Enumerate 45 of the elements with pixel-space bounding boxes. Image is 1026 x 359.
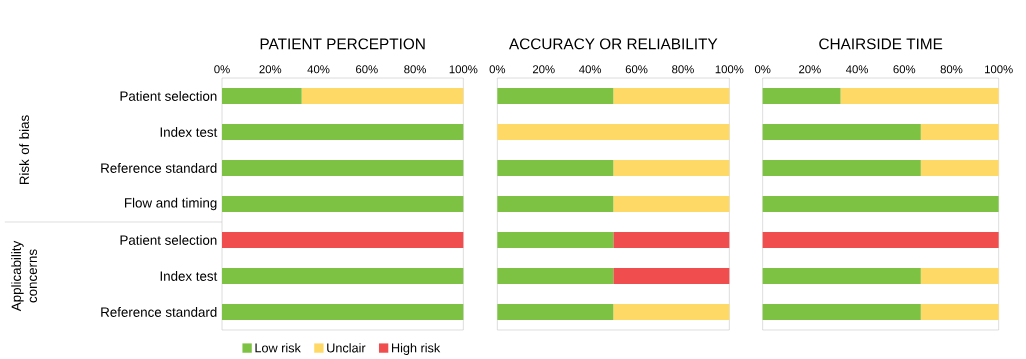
bar [920,160,999,176]
x-tick-label: 100% [715,65,744,74]
y-tick-label: Reference standard [101,163,217,173]
x-tick-label: 100% [449,65,478,74]
chart-title: ACCURACY OR RELIABILITY [508,38,718,50]
y-tick-label: Flow and timing [125,197,217,211]
text: Applicability concerns [11,240,38,312]
bar [762,232,999,248]
x-tick-label: 80% [404,65,427,74]
x-tick-label: 80% [940,65,963,74]
x-tick-label: 20% [259,65,282,74]
x-tick-label: 0% [489,65,506,74]
x-tick-label: 100% [985,65,1013,74]
legend-label: Low risk [255,343,301,353]
bar [762,160,921,176]
chart-title: CHAIRSIDE TIME [819,38,943,50]
bar [762,124,921,140]
bar [920,124,999,140]
x-tick-label: 40% [845,65,869,74]
x-tick-label: 40% [579,65,602,74]
x-tick-label: 40% [307,65,330,74]
bar [762,303,921,320]
legend-label: High risk [392,343,441,355]
bar [920,303,999,320]
x-tick-label: 0% [754,65,771,74]
x-tick-label: 80% [672,65,694,74]
y-tick-label: Reference standard [101,307,217,317]
x-tick-label: 20% [532,65,555,74]
x-tick-label: 0% [214,65,230,74]
x-tick-label: 20% [799,65,821,74]
bar [762,196,999,212]
bar [920,267,999,284]
x-tick-label: 60% [625,65,648,74]
bar [762,88,841,104]
y-tick-label: Patient selection [120,235,217,245]
legend-label: Unclair [327,343,366,353]
x-tick-label: 60% [356,65,378,74]
y-tick-label: Index test [160,127,218,137]
text: Risk of bias [19,115,30,185]
bar [762,267,921,284]
bar [840,88,999,104]
y-tick-label: Patient selection [120,91,217,101]
chart-title: PATIENT PERCEPTION [260,38,425,50]
y-tick-label: Index test [160,271,218,281]
x-tick-label: 60% [893,65,916,74]
